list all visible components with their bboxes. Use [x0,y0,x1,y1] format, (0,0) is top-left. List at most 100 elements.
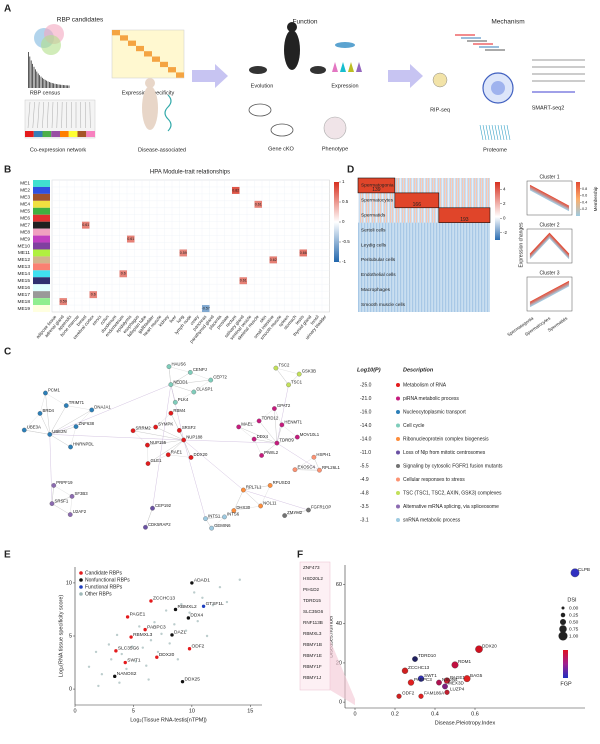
network-edge [145,508,153,528]
scatter-point [201,596,204,599]
module-swatch [33,193,50,201]
expression-icon [348,62,354,72]
cell-label: -0.57 [202,306,210,310]
network-edge [51,485,54,504]
network-edge [170,413,180,431]
node-label: HNRNPDL [73,442,94,447]
heatmap-stripe [421,222,423,312]
legend-dot [396,504,400,509]
network-edge [49,434,71,448]
scatter-point [94,650,98,654]
cell-label: 0.6 [121,272,126,276]
cell-label: 0.6 [91,293,96,297]
heatmap-stripe [436,222,438,312]
barcode [56,84,57,88]
column-label: ovary [189,314,200,326]
fish [335,42,355,48]
network-edge [168,366,171,385]
legend-description: Nucleocytoplasmic transport [403,409,466,415]
node-label: PRPF19 [56,480,73,485]
network-edge [183,439,244,491]
heatmap-stripe [475,222,477,312]
node-label: SRSF2 [182,425,196,430]
legend-dot [79,571,83,575]
scatter-point [180,602,183,606]
node-label: DNAJA1 [94,405,111,410]
scatter-point [201,604,206,608]
matrix-cell [112,30,120,36]
heatmap-stripe [466,222,468,312]
scatter-point [218,585,222,589]
y-tick-label: 10 [66,580,72,586]
node-label: PCM1 [48,388,61,393]
node-label: CDK5RAP2 [148,522,171,527]
module-swatch [33,186,50,194]
gene-list-box [299,561,331,691]
scatter-point [442,683,448,690]
cell-label: 0.59 [180,251,187,255]
scatter-point [176,658,180,661]
row-label: ME18 [17,299,30,305]
heatmap-stripe [362,178,363,223]
network-edge [49,434,53,504]
network-node [67,512,73,517]
network-node [311,454,317,460]
scatter-point [164,609,168,612]
membership-colorbar [576,182,580,216]
legend-dot [396,450,400,455]
cluster-line [529,285,570,308]
heatmap-stripe [385,222,387,312]
heatmap-stripe [388,178,389,223]
point-label: SLC35G6 [118,646,139,652]
size-key [560,612,566,618]
gorilla-head [287,22,297,32]
network-node [256,418,262,424]
legend-dot [396,464,400,468]
module-swatch [33,207,50,215]
x-tick-label: 15 [247,708,253,714]
cell-label: 0.62 [270,258,277,262]
colorbar-label: -2 [503,230,507,235]
cluster-line [529,185,570,208]
network-node [241,487,246,493]
animal [249,66,267,74]
line [485,124,490,141]
gene-name: RBMY1F [303,664,322,669]
barcode [68,85,70,88]
legend-title: FGP [560,681,572,687]
node-label: GSK3B [302,369,316,374]
network-edge [183,439,206,519]
expression-icon [332,62,338,72]
scatter-point [238,578,241,581]
node-label: TSC1 [291,379,303,384]
heatmap-stripe [424,222,426,312]
node-label: GEMIN6 [214,523,231,528]
network-node [143,524,148,530]
point-label: DDX20 [159,652,175,658]
legend-description: Loss of Nlp from mitotic centrosomes [403,450,486,456]
point-label: ZCCHC13 [408,665,430,670]
barcode [39,75,40,88]
heatmap-stripe [460,178,461,223]
panel-a-label: RIP-seq [430,107,450,113]
network-edge [258,408,275,422]
network-edge [205,516,225,519]
node-label: GLE1 [151,458,163,463]
network-node [188,455,194,460]
legend-dot [79,578,83,582]
human [142,86,158,130]
cluster-line [529,188,570,211]
network-edge [24,429,50,435]
rip [432,72,448,88]
legend-header: Description [403,367,434,373]
node-label: MOV10L1 [300,432,320,437]
legend-pvalue: -14.0 [360,436,372,442]
scatter-point [143,627,147,632]
column-label: testis [294,314,305,326]
network-node [272,406,277,411]
scatter-point [417,675,425,682]
row-label: ME5 [20,209,30,215]
scatter-point [188,611,191,614]
cluster-title: Cluster 3 [539,270,559,276]
line [56,101,58,129]
